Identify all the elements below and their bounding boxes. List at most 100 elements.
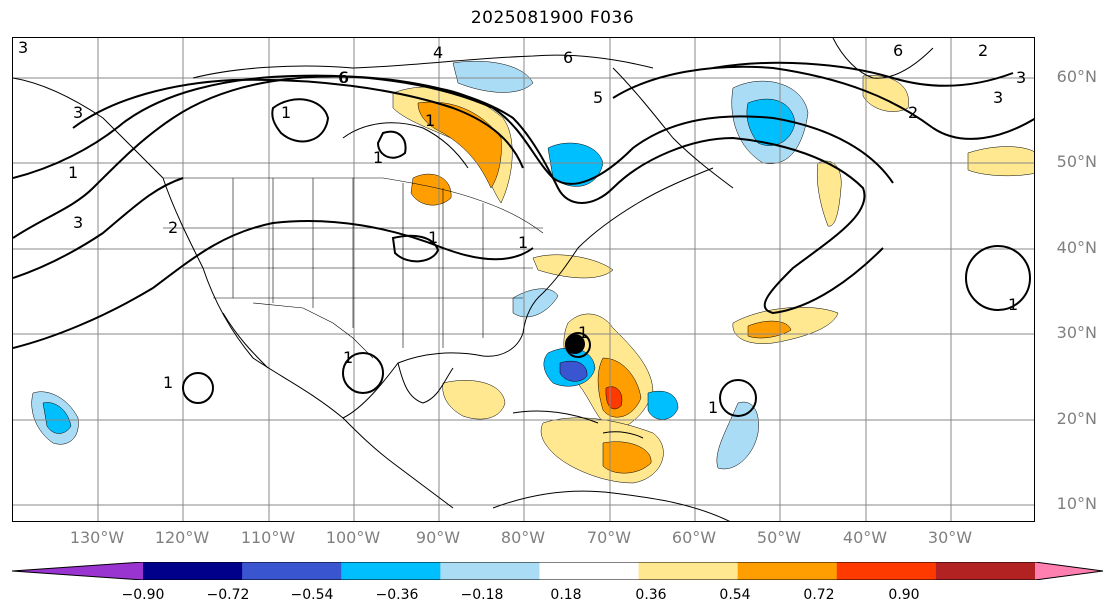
colorbar-tick: −0.54 — [290, 587, 334, 603]
coast-south-america — [492, 490, 730, 521]
contour-d — [13, 220, 534, 349]
contour-label: 2 — [978, 41, 988, 60]
contour-label: 1 — [373, 148, 383, 167]
colorbar-tick: −0.18 — [460, 587, 504, 603]
contour-label: 3 — [993, 88, 1003, 107]
contour-label: 1 — [163, 373, 173, 392]
colorbar-tick: −0.36 — [375, 587, 419, 603]
lon-label-120w: 120°W — [154, 528, 210, 547]
contour-label: 1 — [425, 111, 435, 130]
positive-anomaly-east — [967, 146, 1034, 177]
coast-hudson — [342, 122, 469, 169]
contour-i — [376, 130, 407, 159]
figure-title: 2025081900 F036 — [470, 8, 635, 28]
contour-label: 1 — [708, 398, 718, 417]
lon-label-130w: 130°W — [69, 528, 125, 547]
coast-hispaniola — [602, 431, 644, 439]
colorbar-tick: −0.72 — [206, 587, 250, 603]
lat-label-50n: 50°N — [1056, 152, 1097, 171]
coast-baja — [222, 312, 269, 369]
coast-canada-arctic — [192, 54, 654, 79]
colorbar-extend-high — [1035, 562, 1103, 580]
contour-c — [72, 78, 524, 169]
hurricane-symbol — [565, 334, 585, 354]
us-canada-border — [163, 177, 544, 234]
lon-label-110w: 110°W — [240, 528, 296, 547]
map-canvas: 3 4 6 6 5 6 2 3 2 1 1 1 2 1 1 1 1 1 1 1 … — [13, 38, 1034, 521]
colorbar-segments — [12, 562, 1103, 580]
colorbar-segment — [836, 562, 937, 580]
coast-labrador — [612, 67, 734, 189]
positive-anomaly-caribbean-core — [602, 441, 652, 474]
contour-b — [13, 74, 894, 185]
contour-label: 1 — [281, 103, 291, 122]
lon-label-30w: 30°W — [927, 528, 973, 547]
colorbar-segment — [638, 562, 739, 580]
colorbar-segment — [737, 562, 838, 580]
coast-greenland — [832, 38, 934, 79]
colorbar-extend-low — [12, 562, 143, 580]
colorbar-tick: 0.54 — [719, 587, 751, 603]
colorbar-tick: 0.18 — [550, 587, 582, 603]
contours — [13, 61, 1034, 417]
lat-label-40n: 40°N — [1056, 238, 1097, 257]
negative-anomaly-east-us — [512, 288, 559, 318]
positive-anomaly-mid-atlantic-n — [816, 160, 842, 227]
colorbar-segment — [143, 562, 243, 580]
graticule — [13, 38, 1034, 521]
contour-label: 6 — [563, 48, 573, 67]
lon-label-70w: 70°W — [586, 528, 632, 547]
contour-label: 2 — [908, 103, 918, 122]
colorbar-tick: 0.36 — [635, 587, 667, 603]
positive-anomaly-greenland — [862, 75, 909, 112]
contour-label: 1 — [68, 163, 78, 182]
contour-l — [719, 379, 757, 417]
coastlines — [13, 38, 934, 521]
colorbar-outline — [11, 562, 1104, 580]
contour-label: 1 — [343, 348, 353, 367]
lon-label-80w: 80°W — [500, 528, 546, 547]
contour-h — [271, 98, 330, 143]
colorbar — [11, 562, 1104, 580]
negative-anomaly-atlantic-north-core — [746, 98, 796, 146]
contour-label: 2 — [168, 218, 178, 237]
colorbar-tick: 0.72 — [803, 587, 835, 603]
contour-f — [612, 65, 1034, 140]
colorbar-segment — [242, 562, 342, 580]
lon-label-40w: 40°W — [842, 528, 888, 547]
colorbar-tick: 0.90 — [888, 587, 920, 603]
contour-e — [13, 177, 184, 279]
contour-label: 5 — [593, 88, 603, 107]
coast-gulf — [342, 292, 544, 419]
positive-anomaly-lakes — [410, 173, 452, 206]
positive-anomaly-carolinas — [532, 254, 614, 279]
contour-label: 1 — [428, 228, 438, 247]
us-mexico-border — [252, 302, 374, 359]
contour-label: 1 — [578, 323, 588, 342]
negative-anomaly-pacific-core — [42, 402, 72, 434]
lon-label-50w: 50°W — [756, 528, 802, 547]
contour-j — [342, 352, 384, 394]
colorbar-tick: −0.90 — [121, 587, 165, 603]
negative-anomaly-atlantic-sub-e — [716, 401, 759, 470]
contour-m — [965, 245, 1031, 311]
contour-label: 6 — [893, 41, 903, 60]
negative-anomaly-labrador — [452, 60, 534, 93]
contour-labels: 3 4 6 6 5 6 2 3 2 1 1 1 2 1 1 1 1 1 1 1 … — [18, 38, 1026, 417]
lon-label-60w: 60°W — [671, 528, 717, 547]
lon-label-100w: 100°W — [325, 528, 381, 547]
colorbar-segment — [935, 562, 1036, 580]
coast-yucatan — [397, 362, 454, 404]
coast-alaska — [13, 77, 164, 179]
contour-k — [182, 372, 214, 404]
lat-label-60n: 60°N — [1056, 67, 1097, 86]
colorbar-segment — [539, 562, 640, 580]
contour-label: 1 — [1008, 295, 1018, 314]
borders — [163, 177, 544, 359]
negative-anomaly-atlantic-sub — [647, 390, 679, 420]
contour-label: 3 — [73, 103, 83, 122]
negative-anomaly-bahamas-core — [559, 360, 588, 382]
contour-label: 1 — [518, 233, 528, 252]
contour-label: 6 — [339, 68, 349, 87]
coast-atlantic-us — [542, 167, 714, 294]
